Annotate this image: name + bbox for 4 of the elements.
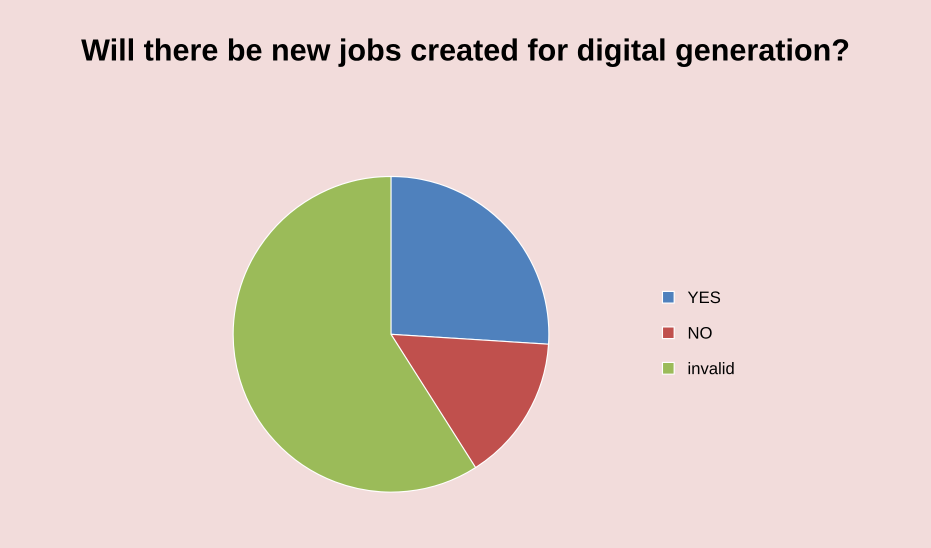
legend-label: YES (688, 291, 720, 304)
legend-label: invalid (688, 362, 734, 374)
legend-label: NO (688, 326, 712, 339)
chart-title: Will there be new jobs created for digital generation? (81, 38, 848, 67)
